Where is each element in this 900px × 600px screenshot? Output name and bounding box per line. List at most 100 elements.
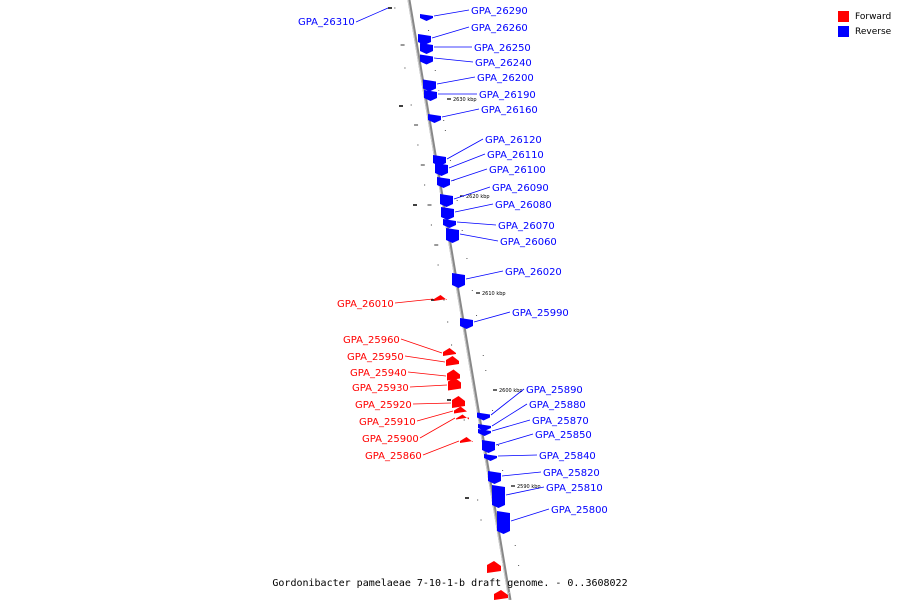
gene-gpa-25860-label: GPA_25860 xyxy=(365,451,422,462)
gene-gpa-26120-shade xyxy=(445,154,449,158)
gene-gpa-25820-shade xyxy=(500,470,504,474)
kbp-label: 2600 kbp xyxy=(499,388,523,394)
gene-gpa-26260-label: GPA_26260 xyxy=(471,23,528,34)
gene-gpa-25860-shade xyxy=(472,438,476,442)
gene-gpa-25960 xyxy=(443,348,456,356)
scale-dot xyxy=(518,565,520,566)
gene-gpa-25880-leader xyxy=(491,403,528,427)
gene-gpa-26060 xyxy=(446,228,459,243)
gene-gpa-25900-shade xyxy=(468,416,472,419)
gene-gpa-26080 xyxy=(441,207,454,220)
gene-gpa-26080-leader xyxy=(454,203,494,213)
gene-gpa-26160-leader xyxy=(441,108,480,118)
gene-gpa-26070-label: GPA_26070 xyxy=(498,221,555,232)
gene-gpa-25850 xyxy=(482,440,495,453)
scale-dot xyxy=(444,130,446,131)
gene-gpa-26070-shade xyxy=(455,218,459,222)
scale-dot xyxy=(461,230,463,231)
gene-gpa-26260 xyxy=(418,34,431,45)
gene-gpa-26100 xyxy=(437,177,450,188)
gene-gpa-26110-label: GPA_26110 xyxy=(487,150,544,161)
gene-gpa-26010 xyxy=(434,295,447,301)
gene-gpa-25840-label: GPA_25840 xyxy=(539,451,596,462)
scale-dot xyxy=(485,370,487,371)
legend-forward-label: Forward xyxy=(855,11,892,22)
gene-gpa-26020 xyxy=(452,273,465,288)
reverse-swatch xyxy=(838,26,849,37)
gene-gpa-26260-leader xyxy=(431,26,470,39)
gene-unlabeled-forward-1-shade xyxy=(500,562,504,566)
gene-gpa-25940-label: GPA_25940 xyxy=(350,368,407,379)
gene-gpa-25810 xyxy=(492,485,505,508)
scale-dot xyxy=(471,290,473,291)
gene-gpa-26290-leader xyxy=(433,9,470,17)
gene-gpa-26060-label: GPA_26060 xyxy=(500,237,557,248)
gene-gpa-26080-label: GPA_26080 xyxy=(495,200,552,211)
gene-gpa-26200 xyxy=(423,79,436,92)
gene-gpa-25800-label: GPA_25800 xyxy=(551,505,608,516)
gene-gpa-25990-leader xyxy=(473,311,511,323)
kbp-label: 2590 kbp xyxy=(517,484,541,490)
gene-gpa-26240-label: GPA_26240 xyxy=(475,58,532,69)
gene-gpa-25940-leader xyxy=(407,371,447,377)
kbp-label: 2630 kbp xyxy=(453,97,477,103)
gene-gpa-25820 xyxy=(488,471,501,484)
gene-gpa-25850-label: GPA_25850 xyxy=(535,430,592,441)
gene-gpa-26190-label: GPA_26190 xyxy=(479,90,536,101)
genome-caption: Gordonibacter pamelaeae 7-10-1-b draft g… xyxy=(272,578,628,589)
scale-dot xyxy=(449,160,451,161)
gene-gpa-25820-leader xyxy=(501,471,542,477)
gene-gpa-25860-leader xyxy=(422,440,460,456)
gene-gpa-25930-leader xyxy=(409,384,448,388)
scale-dot xyxy=(434,70,436,71)
scale-dot xyxy=(514,545,516,546)
gene-gpa-25870-shade xyxy=(490,428,494,432)
scale-dot xyxy=(502,470,504,471)
gene-unlabeled-forward-2 xyxy=(494,590,508,600)
scale-dot xyxy=(428,30,430,31)
gene-gpa-25890-label: GPA_25890 xyxy=(526,385,583,396)
gene-gpa-26090-leader xyxy=(453,186,491,200)
gene-gpa-25990-shade xyxy=(472,317,476,321)
gene-gpa-26310-label: GPA_26310 xyxy=(298,17,355,28)
gene-gpa-25990 xyxy=(460,318,473,329)
gene-gpa-26100-leader xyxy=(450,168,488,182)
gene-gpa-26020-shade xyxy=(464,272,468,276)
gene-gpa-26110 xyxy=(435,163,448,176)
gene-gpa-25930-shade xyxy=(460,379,464,382)
gene-gpa-26190-shade xyxy=(436,89,440,93)
gene-gpa-25890-leader xyxy=(490,388,525,416)
gene-gpa-26110-leader xyxy=(448,153,486,169)
gene-gpa-25840-leader xyxy=(497,454,538,457)
legend-reverse: Reverse xyxy=(838,24,891,39)
gene-gpa-25880 xyxy=(478,424,491,431)
gene-gpa-26010-leader xyxy=(394,298,434,304)
gene-gpa-26250-shade xyxy=(432,42,436,46)
legend: Forward Reverse xyxy=(838,9,891,39)
gene-gpa-26160 xyxy=(428,114,441,123)
gene-gpa-25910-shade xyxy=(466,408,470,411)
gene-gpa-25960-shade xyxy=(455,349,459,353)
gene-gpa-25920-shade xyxy=(464,397,468,401)
gene-gpa-25900-leader xyxy=(419,417,456,439)
scale-dot xyxy=(492,410,494,411)
gene-gpa-25840 xyxy=(484,454,497,461)
gene-gpa-25800 xyxy=(497,511,510,534)
gene-gpa-25920 xyxy=(452,396,465,408)
gene-gpa-26110-shade xyxy=(447,162,451,166)
gene-gpa-25960-leader xyxy=(400,338,443,354)
gene-gpa-26240-shade xyxy=(432,54,436,57)
gene-gpa-26250 xyxy=(420,43,433,54)
scale-dot xyxy=(482,355,484,356)
gene-gpa-26090 xyxy=(440,194,453,207)
kbp-label: 2610 kbp xyxy=(482,291,506,297)
gene-gpa-26160-label: GPA_26160 xyxy=(481,105,538,116)
scale-dot xyxy=(453,180,455,181)
gene-unlabeled-forward-1 xyxy=(487,561,501,573)
gene-gpa-26120-leader xyxy=(446,138,484,160)
gene-gpa-26020-label: GPA_26020 xyxy=(505,267,562,278)
gene-gpa-26010-shade xyxy=(446,296,450,300)
gene-gpa-26240-leader xyxy=(433,57,474,63)
gene-gpa-25850-leader xyxy=(495,433,534,446)
gene-gpa-26310-leader xyxy=(355,7,389,23)
